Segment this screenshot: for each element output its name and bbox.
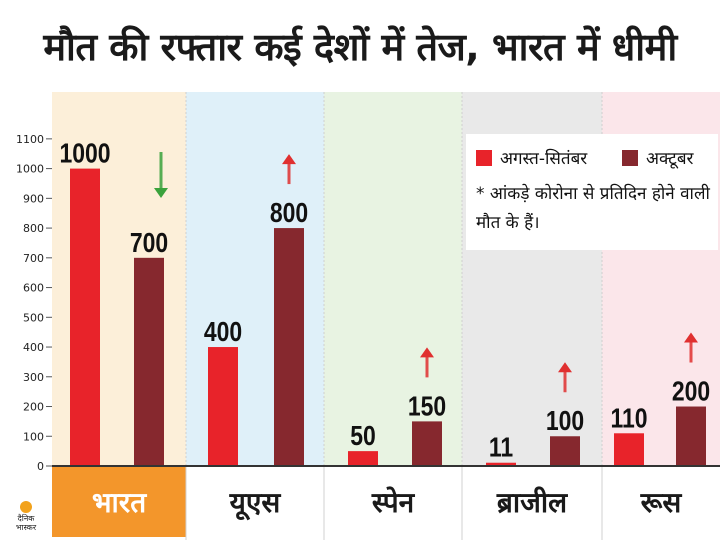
bar-2-0 bbox=[348, 451, 378, 466]
legend: अगस्त-सितंबर अक्टूबर * आंकड़े कोरोना से … bbox=[466, 134, 718, 250]
bar-0-0 bbox=[70, 168, 100, 466]
y-tick-label-5: 500 bbox=[23, 311, 44, 324]
y-tick-label-9: 900 bbox=[23, 192, 44, 205]
category-label-bg-3 bbox=[462, 467, 602, 537]
panel-bg-2 bbox=[324, 92, 462, 466]
value-label-3-1: 100 bbox=[546, 406, 584, 437]
category-label-0: भारत bbox=[92, 486, 147, 519]
category-label-bg-1 bbox=[186, 467, 324, 537]
y-tick-label-8: 800 bbox=[23, 222, 44, 235]
y-tick-label-7: 700 bbox=[23, 252, 44, 265]
value-label-4-1: 200 bbox=[672, 376, 710, 407]
trend-arrow-up-icon-3 bbox=[558, 362, 572, 373]
legend-item-oct: अक्टूबर bbox=[622, 146, 693, 169]
category-label-1: यूएस bbox=[229, 486, 282, 521]
value-label-0-1: 700 bbox=[130, 228, 168, 259]
legend-item-aug-sep: अगस्त-सितंबर bbox=[476, 146, 587, 169]
y-tick-label-1: 100 bbox=[23, 430, 44, 443]
category-label-4: रूस bbox=[640, 486, 683, 519]
bar-1-0 bbox=[208, 347, 238, 466]
y-tick-label-4: 400 bbox=[23, 341, 44, 354]
bar-3-0 bbox=[486, 462, 516, 466]
trend-arrow-up-icon-2 bbox=[420, 347, 434, 358]
bar-3-1 bbox=[550, 436, 580, 466]
category-label-bg-2 bbox=[324, 467, 462, 537]
value-label-2-1: 150 bbox=[408, 391, 446, 422]
logo-line1: दैनिक bbox=[17, 514, 35, 523]
value-label-4-0: 110 bbox=[610, 403, 647, 434]
trend-arrow-up-icon-4 bbox=[684, 332, 698, 343]
sun-icon bbox=[20, 501, 32, 513]
trend-arrow-down-icon-0 bbox=[154, 188, 168, 198]
logo-line2: भास्कर bbox=[15, 523, 37, 532]
legend-swatch-aug-sep bbox=[476, 149, 492, 166]
category-label-2: स्पेन bbox=[371, 486, 416, 519]
value-label-1-0: 400 bbox=[204, 317, 242, 348]
y-tick-label-0: 0 bbox=[37, 460, 44, 473]
y-tick-label-10: 1000 bbox=[16, 163, 44, 176]
bar-0-1 bbox=[134, 257, 164, 466]
value-label-2-0: 50 bbox=[350, 421, 376, 452]
brand-logo: दैनिक भास्कर bbox=[8, 498, 44, 534]
category-label-bg-4 bbox=[602, 467, 720, 537]
value-label-1-1: 800 bbox=[270, 198, 308, 229]
legend-swatch-oct bbox=[622, 149, 638, 166]
legend-note: * आंकड़े कोरोना से प्रतिदिन होने वाली मौ… bbox=[476, 184, 710, 233]
y-tick-label-3: 300 bbox=[23, 371, 44, 384]
y-tick-label-2: 200 bbox=[23, 401, 44, 414]
value-label-0-0: 1000 bbox=[59, 139, 110, 170]
legend-label-aug-sep: अगस्त-सितंबर bbox=[500, 149, 588, 169]
bar-2-1 bbox=[412, 421, 442, 466]
y-tick-label-6: 600 bbox=[23, 282, 44, 295]
legend-label-oct: अक्टूबर bbox=[646, 149, 694, 169]
value-label-3-0: 11 bbox=[489, 433, 513, 464]
y-tick-label-11: 1100 bbox=[16, 133, 44, 146]
bar-4-1 bbox=[676, 406, 706, 466]
bar-1-1 bbox=[274, 228, 304, 466]
trend-arrow-up-icon-1 bbox=[282, 154, 296, 165]
bar-4-0 bbox=[614, 433, 644, 466]
category-label-3: ब्राजील bbox=[496, 486, 568, 519]
category-label-bg-0 bbox=[52, 467, 186, 537]
chart-title: मौत की रफ्तार कई देशों में तेज, भारत में… bbox=[43, 25, 677, 69]
